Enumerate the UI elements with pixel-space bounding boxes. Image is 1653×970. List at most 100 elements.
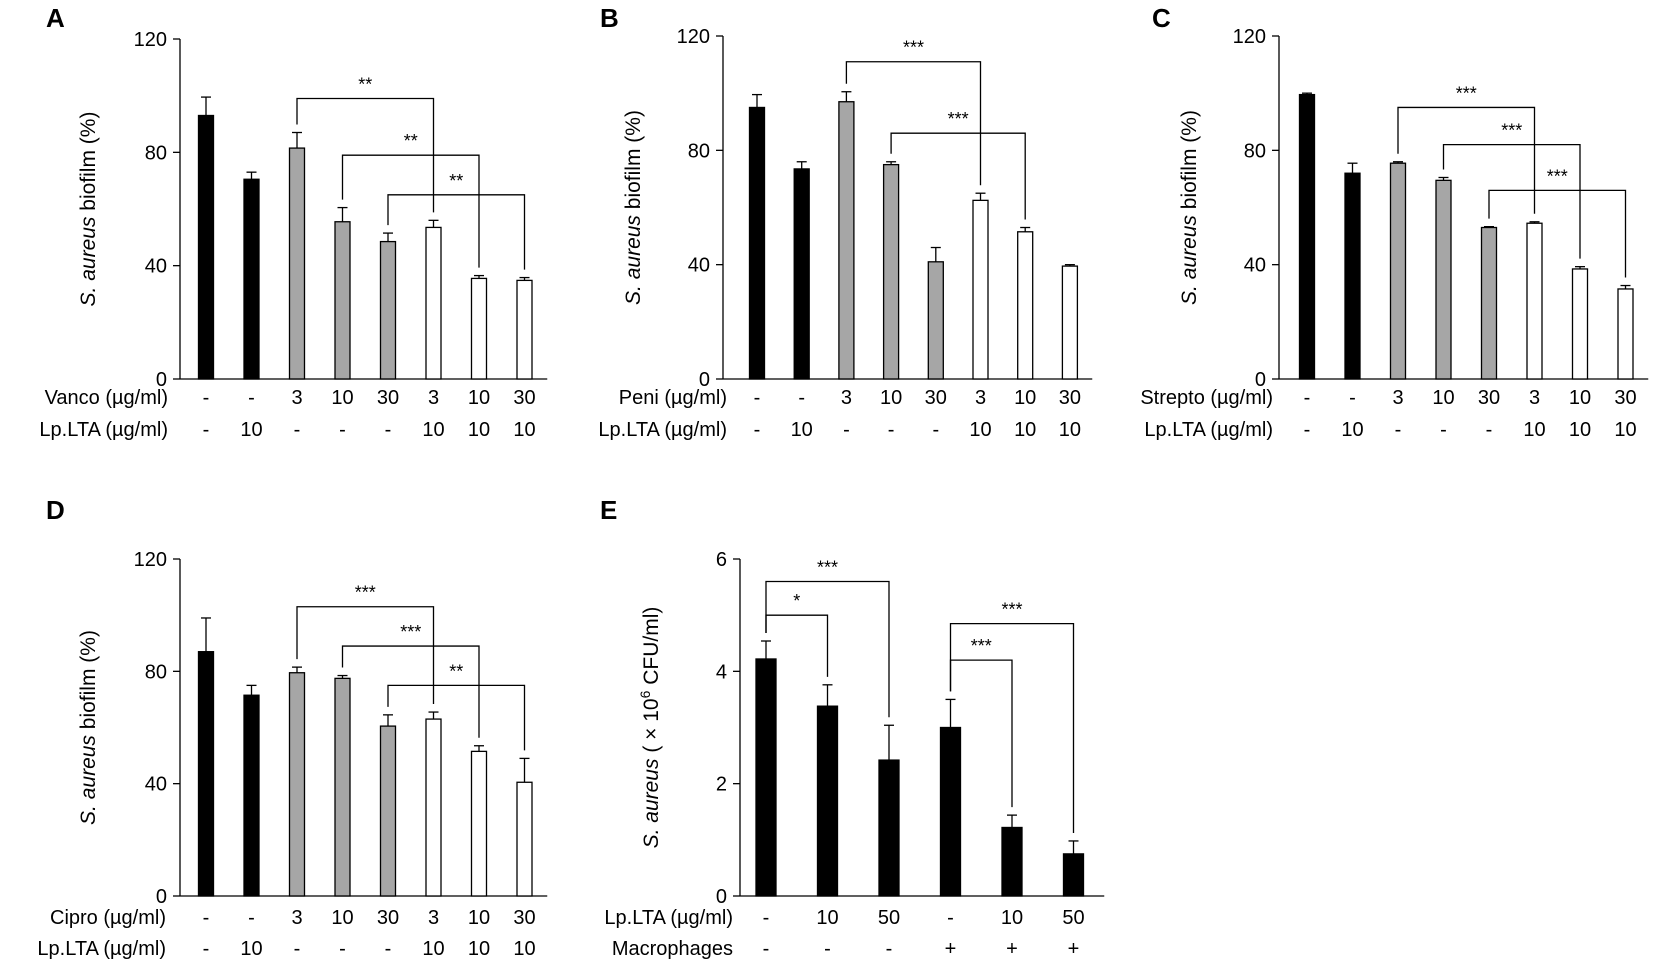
panel-a-bar <box>288 147 306 380</box>
panel-c-condition-cell: 10 <box>1569 419 1591 441</box>
panel-d-condition-cell: 10 <box>422 938 444 960</box>
panel-e-condition-cell: - <box>763 938 770 960</box>
panel-b-condition-label: Peni (µg/ml) <box>619 387 727 409</box>
panel-e-bar <box>1001 826 1023 897</box>
panel-b-y-axis-label-italic: S. aureus <box>622 215 645 305</box>
panel-e-y-axis-label-superscript: 6 <box>637 690 653 698</box>
panel-a: A 0 40 80 120 S. aureus biofilm (%) ** ** ** Vanc… <box>39 3 548 441</box>
panel-a-condition-cell: 10 <box>513 419 535 441</box>
panel-a-significance-label: ** <box>404 131 418 151</box>
panel-e-y-tick-label: 0 <box>716 886 727 908</box>
panel-c-bar <box>1526 222 1543 380</box>
panel-e-condition-cell: 10 <box>816 907 838 929</box>
panel-d-condition-label: Cipro (µg/ml) <box>50 907 166 929</box>
panel-b-condition-cell: - <box>932 419 939 441</box>
panel-d-condition-cell: - <box>248 907 255 929</box>
panel-e-y-tick-label: 2 <box>716 774 727 796</box>
panel-e-y-axis-label-unit: CFU/ml) <box>640 607 663 691</box>
panel-a-condition-cell: - <box>339 419 346 441</box>
panel-a-y-tick-label: 0 <box>156 369 167 391</box>
panel-a-significance-label: ** <box>449 171 463 191</box>
panel-e-significance-label: *** <box>1001 600 1022 620</box>
panel-a-y-tick-label: 40 <box>145 256 167 278</box>
panel-c-condition-cell: 10 <box>1341 419 1363 441</box>
panel-a-condition-cell: 10 <box>331 387 353 409</box>
panel-d-bar <box>197 651 215 897</box>
panel-d-condition-cell: 10 <box>468 938 490 960</box>
panel-c-significance-label: *** <box>1456 83 1477 103</box>
panel-c-condition-cell: - <box>1486 419 1493 441</box>
panel-a-condition-cell: 3 <box>428 387 439 409</box>
panel-d-condition-cell: 30 <box>513 907 535 929</box>
panel-c-condition-cell: 10 <box>1432 387 1454 409</box>
panel-c-condition-cell: - <box>1440 419 1447 441</box>
panel-a-condition-cell: - <box>294 419 301 441</box>
panel-b-condition-cell: 10 <box>969 419 991 441</box>
panel-c-bar <box>1480 226 1498 380</box>
panel-d-condition-cell: 10 <box>331 907 353 929</box>
panel-e-bar <box>755 658 777 897</box>
panel-e-condition-cell: + <box>1006 938 1018 960</box>
panel-b-bar <box>882 163 900 380</box>
panel-e-significance-label: *** <box>971 636 992 656</box>
panel-c-condition-label: Strepto (µg/ml) <box>1140 387 1273 409</box>
panel-d-y-axis-label-text: biofilm (%) <box>77 630 100 735</box>
panel-a-condition-cell: 30 <box>377 387 399 409</box>
panel-d-significance-bracket <box>341 645 480 738</box>
panel-a-condition-cell: 30 <box>513 387 535 409</box>
panel-c-condition-cell: 10 <box>1523 419 1545 441</box>
panel-b-significance-label: *** <box>948 109 969 129</box>
panel-a-bar <box>243 178 260 380</box>
panel-d-y-axis-label-italic: S. aureus <box>77 735 100 825</box>
panel-d-bar <box>334 677 351 897</box>
panel-c-y-tick-label: 40 <box>1244 255 1266 277</box>
panel-e-condition-cell: - <box>947 907 954 929</box>
panel-c-condition-label: Lp.LTA (µg/ml) <box>1144 419 1273 441</box>
panel-d-condition-cell: - <box>294 938 301 960</box>
panel-a-condition-cell: - <box>385 419 392 441</box>
panel-e-bar <box>878 759 900 897</box>
panel-a-condition-cell: 10 <box>240 419 262 441</box>
panel-c-significance-label: *** <box>1501 121 1522 141</box>
panel-d-condition-cell: 30 <box>377 907 399 929</box>
panel-d-significance-label: ** <box>449 661 463 681</box>
panel-c-condition-cell: 30 <box>1614 387 1636 409</box>
panel-b-condition-cell: 3 <box>841 387 852 409</box>
panel-e-condition-cell: - <box>886 938 893 960</box>
panel-e-condition-label: Lp.LTA (µg/ml) <box>604 907 733 929</box>
panel-d-letter: D <box>46 495 65 525</box>
panel-b-y-axis-label: S. aureus biofilm (%) <box>622 110 645 305</box>
panel-b-y-axis-label-text: biofilm (%) <box>622 110 645 215</box>
panel-d-condition-cell: - <box>385 938 392 960</box>
panel-c-significance-bracket <box>1397 106 1536 214</box>
panel-e-condition-cell: + <box>1068 938 1080 960</box>
panel-b-significance-bracket <box>890 132 1026 220</box>
panel-d-y-axis-label: S. aureus biofilm (%) <box>77 630 100 825</box>
panel-d-significance-label: *** <box>355 583 376 603</box>
panel-d-condition-cell: 3 <box>428 907 439 929</box>
panel-e-significance-label: *** <box>817 557 838 577</box>
panel-b-condition-cell: 10 <box>791 419 813 441</box>
panel-b-condition-cell: 10 <box>1014 387 1036 409</box>
panel-e-condition-label: Macrophages <box>612 938 733 960</box>
panel-d-condition-cell: 10 <box>468 907 490 929</box>
panel-b-y-tick-label: 120 <box>677 26 710 48</box>
panel-e-significance-label: * <box>793 591 800 611</box>
panel-a-bar <box>516 279 533 380</box>
panel-d-significance-bracket <box>296 606 435 705</box>
panel-a-condition-label: Vanco (µg/ml) <box>45 387 168 409</box>
panel-d-bar <box>379 725 397 897</box>
panel-d-condition-cell: - <box>339 938 346 960</box>
panel-b-significance-bracket <box>845 61 982 186</box>
panel-c-condition-cell: - <box>1304 387 1311 409</box>
panel-b-condition-cell: - <box>888 419 895 441</box>
panel-c: C 0 40 80 120 S. aureus biofilm (%) *** *** *** S… <box>1140 3 1649 441</box>
panel-c-bar <box>1435 179 1452 380</box>
panel-e-bar <box>816 705 839 897</box>
panel-a-significance-bracket <box>387 194 526 270</box>
panel-c-y-axis-label: S. aureus biofilm (%) <box>1178 110 1201 305</box>
panel-c-condition-cell: - <box>1349 387 1356 409</box>
panel-b-y-tick-label: 40 <box>688 255 710 277</box>
panel-e-condition-cell: 10 <box>1001 907 1023 929</box>
